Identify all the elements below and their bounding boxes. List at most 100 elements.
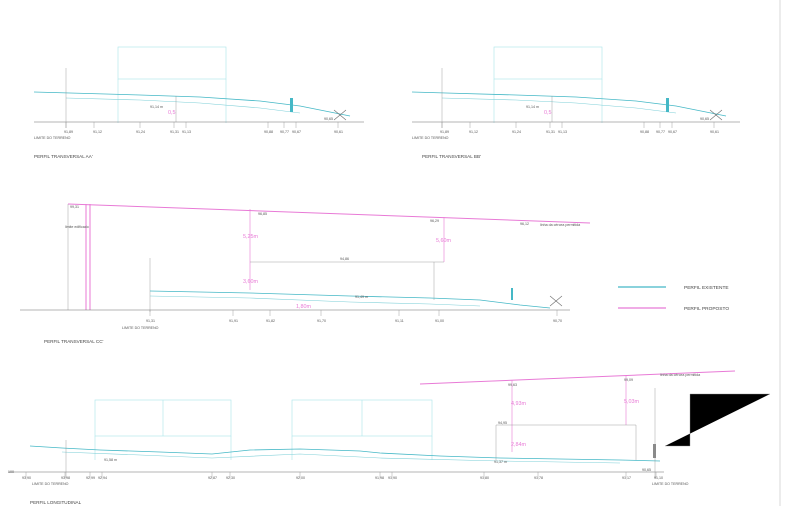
top-left-elevation: 99,31 [70,205,79,209]
svg-text:92,30: 92,30 [226,476,235,480]
svg-text:91,12: 91,12 [469,130,478,134]
svg-text:91,11: 91,11 [395,319,404,323]
level-label: 91,14 m [526,105,539,109]
svg-text:90,88: 90,88 [264,130,273,134]
svg-text:91,24: 91,24 [512,130,521,134]
limit-label-left: LIMITE DO TERRENO [32,482,69,486]
legend-item-proposed: PERFIL PROPOSTO [618,306,729,312]
svg-text:93,90: 93,90 [22,476,31,480]
svg-text:90,61: 90,61 [334,130,343,134]
ground-level-right: 91,37 m [494,460,507,464]
ground-level-label: 91,49 m [355,295,368,299]
elevation-marker [549,295,563,307]
line-label: linha da cércea permitida [540,223,580,227]
existing-terrain-line [411,91,727,117]
limit-label: LIMITE DO TERRENO [122,326,159,330]
elevation-marker [333,109,347,121]
elevation-marker [709,109,723,121]
building-outline [493,46,603,80]
svg-text:92,94: 92,94 [98,476,107,480]
profile-title: PERFIL TRANSVERSAL AA' [34,154,93,159]
left-elevation: 100 [8,470,14,474]
svg-text:90,77: 90,77 [280,130,289,134]
existing-terrain-line [149,290,551,309]
dimension-label-3: 2,84m [511,442,526,448]
svg-text:90,88: 90,88 [640,130,649,134]
svg-text:91,98: 91,98 [375,476,384,480]
allowed-height-line [67,203,591,224]
end-elevation-label: 90,65 [700,117,709,121]
left-side-label: limite edificado [65,225,89,229]
svg-text:91,12: 91,12 [93,130,102,134]
level-label: 91,14 m [150,105,163,109]
top-right-elevation: 99,09 [624,378,633,382]
building-outlines [94,399,433,460]
wall-mark [290,98,293,112]
dimension-label-1: 4,93m [511,401,526,407]
top-left-elevation: 99,63 [508,383,517,387]
svg-text:91,80: 91,80 [480,476,489,480]
wall-mark [666,98,669,112]
station-ticks [441,122,715,128]
profile-bb: 91,14 m 0,5 90,65 91,89 91,12 91,24 91,3… [411,46,740,159]
top-mid-elevation: 96,85 [258,212,267,216]
wall-mark [653,444,656,458]
profile-longitudinal: 100 99,63 99,09 linha da cércea permitid… [8,370,770,505]
svg-text:91,78: 91,78 [534,476,543,480]
svg-text:91,10: 91,10 [654,476,663,480]
svg-text:91,31: 91,31 [170,130,179,134]
neighbor-building [665,393,770,447]
allowed-height-line [419,370,736,385]
svg-text:91,31: 91,31 [546,130,555,134]
existing-terrain-line [33,91,351,117]
legend: PERFIL EXISTENTE PERFIL PROPOSTO [618,285,729,312]
line-label: linha da cércea permitida [660,373,700,377]
profile-cc: 99,31 limite edificado 96,85 96,29 96,12… [20,203,591,344]
station-labels: 93,90 93,98 92,99 92,94 92,87 92,30 92,0… [22,476,663,480]
station-ticks [25,472,657,478]
end-elevation-label: 90,65 [642,468,651,472]
profile-aa: 91,14 m 0,5 90,65 91,89 91,12 91,24 91,3… [33,46,364,159]
svg-text:90,67: 90,67 [668,130,677,134]
legend-label-existing: PERFIL EXISTENTE [684,285,729,291]
dimension-label-3: 3,60m [243,279,258,285]
svg-text:90,67: 90,67 [292,130,301,134]
profile-title: PERFIL LONGITUDINAL [30,500,82,505]
station-ticks [149,310,558,316]
building-outline [117,46,227,80]
svg-text:91,13: 91,13 [182,130,191,134]
top-end-elevation: 96,12 [520,222,529,226]
svg-text:91,90: 91,90 [388,476,397,480]
dimension-label-4: 1,80m [296,304,311,310]
wall-mark [511,288,513,300]
existing-terrain-line [29,445,661,462]
station-labels: 91,89 91,12 91,24 91,31 91,13 90,88 90,7… [440,130,719,134]
ground-level-left: 91,58 m [104,458,117,462]
limit-label: LIMITE DO TERRENO [412,136,449,140]
station-labels: 91,31 91,91 91,82 91,70 91,11 91,00 90,7… [146,319,562,323]
mid-elevation: 94,95 [498,421,507,425]
top-right-elevation: 96,29 [430,219,439,223]
svg-text:90,77: 90,77 [656,130,665,134]
svg-text:91,89: 91,89 [440,130,449,134]
end-elevation-label: 90,65 [324,117,333,121]
dimension-label-1: 5,25m [243,234,258,240]
dimension-label-2: 5,60m [436,238,451,244]
svg-text:90,70: 90,70 [553,319,562,323]
svg-text:91,82: 91,82 [266,319,275,323]
svg-text:91,13: 91,13 [558,130,567,134]
svg-text:90,61: 90,61 [710,130,719,134]
svg-text:91,70: 91,70 [317,319,326,323]
svg-text:91,89: 91,89 [64,130,73,134]
station-labels: 91,89 91,12 91,24 91,31 91,13 90,88 90,7… [64,130,343,134]
legend-label-proposed: PERFIL PROPOSTO [684,306,729,312]
dimension-marker: 0,5 [168,110,176,116]
svg-text:93,98: 93,98 [61,476,70,480]
dimension-marker: 0,5 [544,110,552,116]
limit-label-right: LIMITE DO TERRENO [652,482,689,486]
svg-text:91,00: 91,00 [435,319,444,323]
profile-title: PERFIL TRANSVERSAL CC' [44,339,104,344]
limit-label: LIMITE DO TERRENO [34,136,71,140]
legend-item-existing: PERFIL EXISTENTE [618,285,729,291]
